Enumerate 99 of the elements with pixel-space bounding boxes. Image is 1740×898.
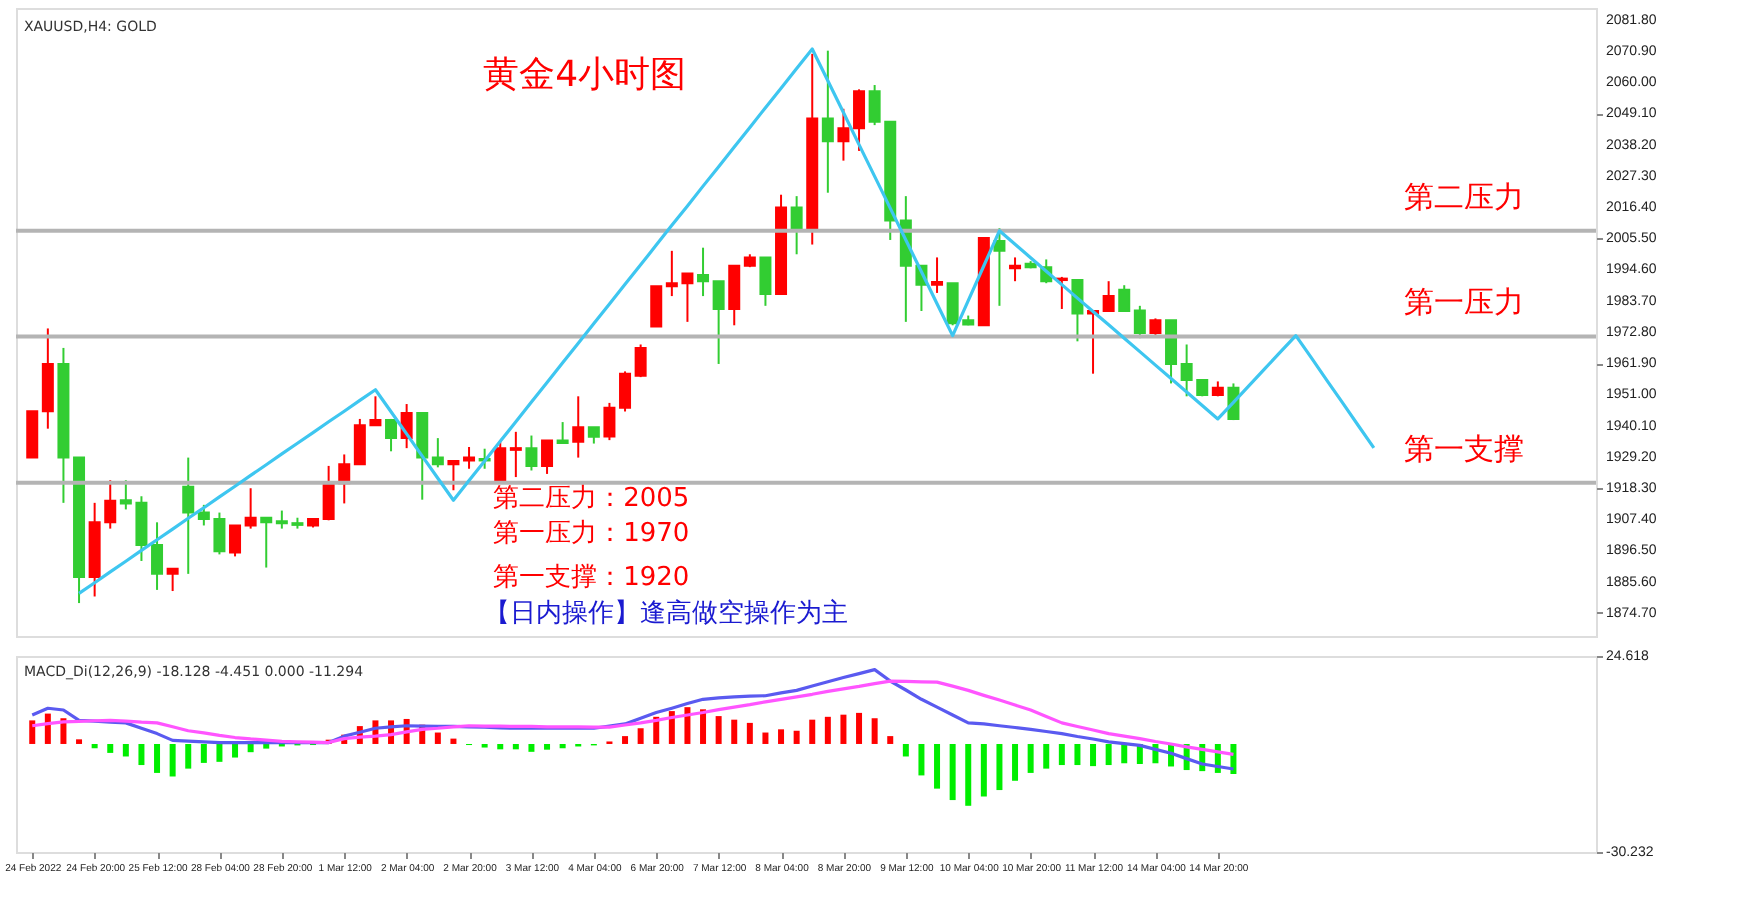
bar: [965, 743, 972, 806]
bar: [216, 743, 223, 762]
bar: [715, 716, 722, 744]
annotation: 第一压力：1970: [493, 518, 690, 549]
bar: [512, 743, 519, 750]
bar: [856, 712, 863, 744]
bar: [918, 743, 925, 776]
candlestick: [431, 437, 444, 469]
bar: [746, 722, 753, 744]
candlestick: [229, 524, 242, 558]
bar: [29, 720, 36, 744]
candlestick: [634, 343, 647, 379]
bar: [247, 743, 254, 753]
bar: [980, 743, 987, 797]
ref-line-label: 第一压力: [1404, 284, 1524, 321]
candlestick: [1071, 279, 1084, 343]
bar: [528, 743, 535, 752]
bar: [778, 729, 785, 744]
bar: [1090, 743, 1097, 767]
bar: [793, 730, 800, 744]
ref-line-label: 第一支撑: [1404, 430, 1524, 467]
candlestick: [260, 516, 273, 569]
bar: [949, 743, 956, 801]
bar: [232, 743, 239, 758]
line-series: [30, 679, 1236, 756]
bar: [871, 718, 878, 744]
candlestick: [759, 256, 772, 307]
bar: [1012, 743, 1019, 781]
annotation: 【日内操作】逢高做空操作为主: [483, 597, 848, 630]
bar: [809, 719, 816, 744]
bar: [762, 732, 769, 744]
candlestick: [931, 256, 944, 294]
candlestick: [385, 417, 398, 453]
bar: [1121, 743, 1128, 764]
candlestick: [416, 411, 429, 501]
candlestick: [509, 430, 522, 479]
bar: [622, 736, 629, 744]
candlestick: [946, 282, 959, 327]
bar: [1105, 743, 1112, 766]
candlestick: [494, 440, 507, 482]
candlestick: [166, 567, 179, 593]
bar: [1043, 743, 1050, 769]
candlestick: [1009, 256, 1022, 283]
bar: [637, 728, 644, 744]
bar: [996, 743, 1003, 791]
candlestick: [572, 395, 585, 459]
candlestick: [525, 434, 538, 472]
candlestick: [41, 327, 54, 430]
bar: [434, 732, 441, 744]
bar: [902, 743, 909, 757]
bar: [684, 707, 691, 744]
text: 黄金4小时图: [483, 54, 687, 96]
candlestick: [244, 487, 257, 530]
candlestick: [1118, 284, 1131, 312]
bar: [138, 743, 145, 766]
candlestick: [650, 285, 663, 328]
bar: [731, 719, 738, 744]
bar: [544, 743, 551, 750]
bar: [169, 743, 176, 777]
bar: [559, 743, 566, 749]
bar: [1058, 743, 1065, 766]
candlestick: [993, 227, 1006, 307]
bar: [263, 743, 270, 749]
candlestick: [619, 370, 632, 413]
candlestick: [790, 195, 803, 256]
candlestick: [447, 460, 460, 492]
candlestick: [1102, 280, 1115, 312]
bar: [450, 738, 457, 744]
candlestick: [322, 464, 335, 522]
candlestick: [853, 88, 866, 152]
bar: [107, 743, 114, 753]
bar: [1027, 743, 1034, 773]
annotation: 第二压力：2005: [493, 484, 690, 515]
bar: [154, 743, 161, 773]
bar: [497, 743, 504, 750]
bar: [934, 743, 941, 789]
bar: [200, 743, 207, 763]
candlestick: [603, 401, 616, 442]
bar: [91, 743, 98, 749]
bar: [1074, 743, 1081, 766]
candlestick: [1165, 319, 1178, 385]
bar: [700, 709, 707, 744]
candlestick: [697, 246, 710, 298]
candlestick: [728, 264, 741, 327]
candlestick: [151, 521, 164, 591]
candlestick: [541, 439, 554, 475]
bar: [185, 743, 192, 769]
candlestick: [26, 410, 39, 459]
candlestick: [821, 49, 834, 194]
candlestick: [712, 280, 725, 365]
bar: [122, 743, 129, 757]
line-series: [77, 47, 1376, 595]
bar: [887, 736, 894, 744]
bar: [824, 716, 831, 744]
annotation: 第一支撑：1920: [493, 562, 690, 593]
ref-line-label: 第二压力: [1404, 178, 1524, 215]
candlestick: [556, 421, 569, 444]
candlestick: [182, 456, 195, 575]
bar: [840, 714, 847, 744]
